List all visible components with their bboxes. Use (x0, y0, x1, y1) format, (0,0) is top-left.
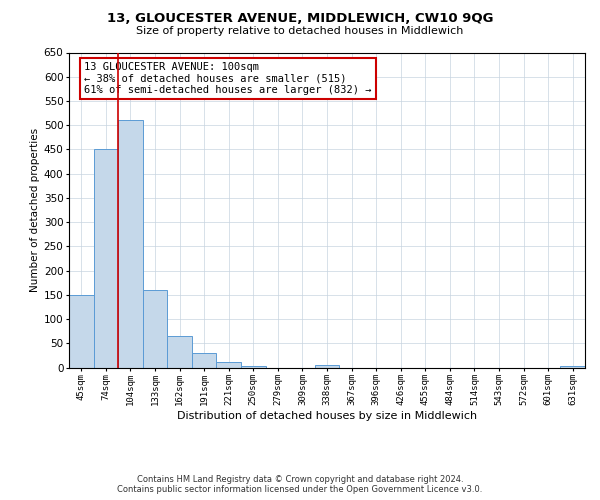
Bar (69, 295, 94, 368)
Bar (217, 362, 241, 368)
Text: Size of property relative to detached houses in Middlewich: Size of property relative to detached ho… (136, 26, 464, 36)
Bar (143, 290, 167, 368)
Y-axis label: Number of detached properties: Number of detached properties (29, 128, 40, 292)
Text: Contains HM Land Registry data © Crown copyright and database right 2024.
Contai: Contains HM Land Registry data © Crown c… (118, 474, 482, 494)
Text: 13, GLOUCESTER AVENUE, MIDDLEWICH, CW10 9QG: 13, GLOUCESTER AVENUE, MIDDLEWICH, CW10 … (107, 12, 493, 26)
Bar (167, 336, 192, 368)
Text: 13 GLOUCESTER AVENUE: 100sqm
← 38% of detached houses are smaller (515)
61% of s: 13 GLOUCESTER AVENUE: 100sqm ← 38% of de… (85, 62, 372, 95)
Bar (241, 366, 266, 368)
X-axis label: Distribution of detached houses by size in Middlewich: Distribution of detached houses by size … (177, 411, 477, 421)
Bar (118, 120, 143, 368)
Bar (560, 366, 585, 368)
Bar (94, 150, 118, 368)
Bar (315, 365, 339, 368)
Bar (192, 353, 217, 368)
